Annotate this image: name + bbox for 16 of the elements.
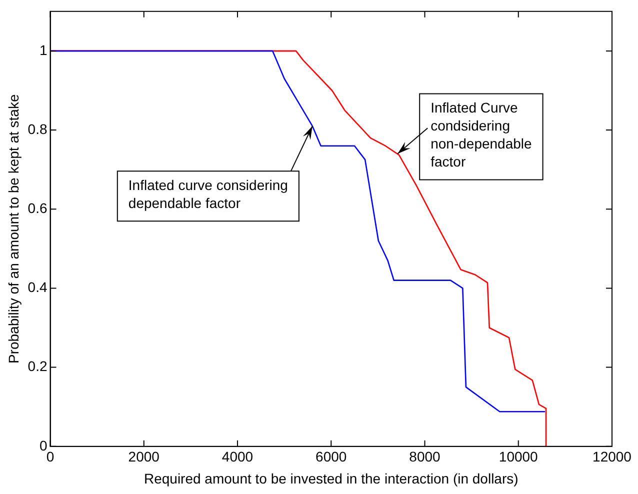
x-axis-title: Required amount to be invested in the interaction (in dollars)	[144, 470, 518, 486]
x-tick-label: 12000	[592, 448, 632, 465]
y-axis-title: Probability of an amount to be kept at stake	[5, 94, 22, 364]
x-tick-label: 4000	[222, 448, 254, 465]
y-tick-label: 0.8	[28, 120, 48, 137]
annotation: Inflated Curve condsidering non-dependable factor	[430, 100, 532, 170]
annotation: Inflated curve considering dependable factor	[128, 176, 288, 211]
y-tick-label: 0.4	[28, 279, 48, 296]
y-tick-label: 0.6	[28, 200, 48, 216]
y-tick-label: 0.2	[28, 358, 48, 374]
x-tick-label: 10000	[498, 448, 538, 465]
x-tick-label: 8000	[409, 448, 441, 465]
y-tick-label: 0	[39, 437, 48, 454]
x-tick-label: 2000	[128, 448, 160, 465]
y-tick-label: 1	[39, 42, 48, 58]
x-tick-label: 6000	[316, 448, 347, 465]
